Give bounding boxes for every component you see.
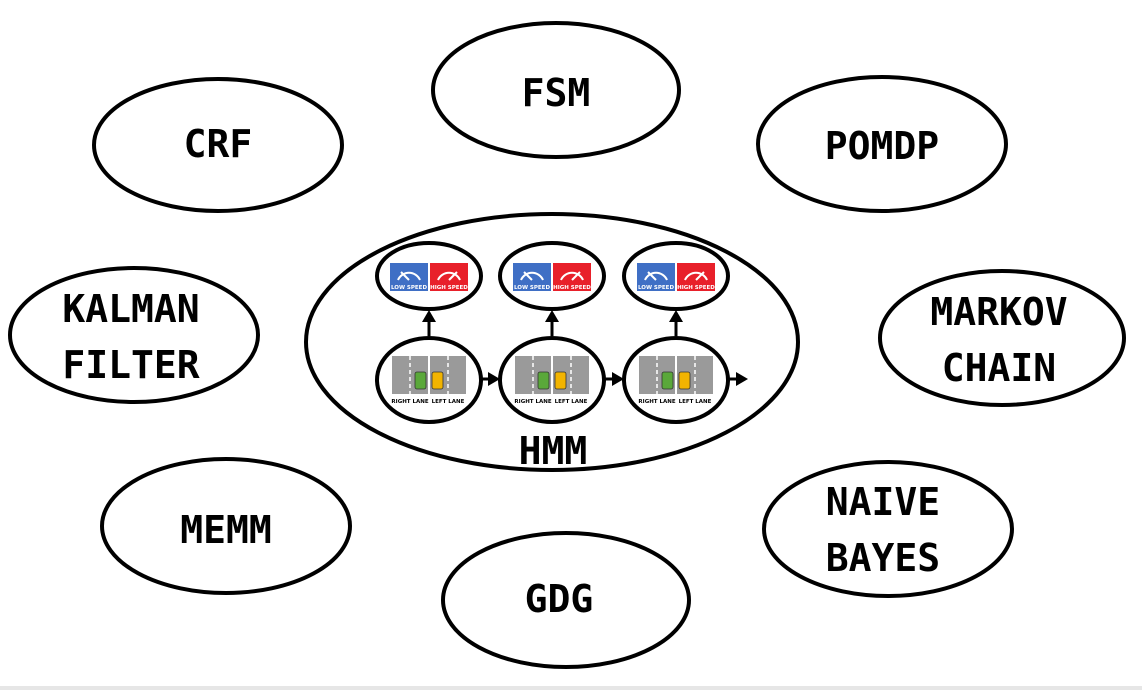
low-speed-gauge-icon: [520, 271, 544, 281]
high-speed-needle-icon: [695, 271, 705, 281]
green-car-icon: [414, 371, 427, 390]
green-car-icon: [661, 371, 674, 390]
low-speed-gauge-icon: [397, 271, 421, 281]
low-speed-tile: LOW SPEED: [637, 263, 675, 291]
emission-arrow-head: [545, 310, 559, 322]
bottom-divider: [0, 686, 1142, 690]
low-speed-label: LOW SPEED: [638, 285, 674, 291]
high-speed-label: HIGH SPEED: [430, 285, 468, 291]
observation-node: [375, 241, 483, 311]
left-lane-label: LEFT LANE: [432, 399, 465, 405]
low-speed-tile: LOW SPEED: [390, 263, 428, 291]
high-speed-tile: HIGH SPEED: [677, 263, 715, 291]
low-speed-bg: [637, 263, 675, 291]
model-memm: MEMM: [100, 457, 352, 595]
model-markov-label-line1: MARKOV: [930, 290, 1067, 334]
model-crf: CRF: [92, 77, 344, 213]
right-lane-label: RIGHT LANE: [638, 399, 675, 405]
high-speed-needle-icon: [571, 271, 581, 281]
observation-node: [622, 241, 730, 311]
model-crf-label: CRF: [184, 122, 253, 166]
right-lane-label: RIGHT LANE: [391, 399, 428, 405]
model-pomdp-label: POMDP: [825, 124, 939, 168]
green-car-icon: [537, 371, 550, 390]
model-naive-label-line2: BAYES: [826, 536, 940, 580]
hmm-step-3: LOW SPEED HIGH SPEED RIGHT LANE LEFT LANE: [622, 241, 730, 424]
yellow-car-icon: [431, 371, 444, 390]
model-kalman-label-line1: KALMAN: [62, 287, 199, 331]
model-markov-label-line2: CHAIN: [942, 346, 1056, 390]
model-kalman-label-line2: FILTER: [62, 343, 199, 387]
model-fsm-label: FSM: [522, 71, 591, 115]
model-gdg-label: GDG: [525, 577, 594, 621]
low-speed-label: LOW SPEED: [514, 285, 550, 291]
transition-arrow-1-head: [488, 372, 500, 386]
high-speed-label: HIGH SPEED: [677, 285, 715, 291]
high-speed-bg: [430, 263, 468, 291]
low-speed-needle-icon: [647, 271, 657, 281]
right-lane-label: RIGHT LANE: [514, 399, 551, 405]
high-speed-gauge-icon: [560, 271, 584, 281]
low-speed-needle-icon: [523, 271, 533, 281]
high-speed-label: HIGH SPEED: [553, 285, 591, 291]
emission-arrow-head: [669, 310, 683, 322]
observation-node: [498, 241, 606, 311]
low-speed-tile: LOW SPEED: [513, 263, 551, 291]
model-markov-chain: MARKOV CHAIN: [878, 269, 1126, 407]
transition-arrow-2-head: [612, 372, 624, 386]
model-hmm-label: HMM: [519, 429, 588, 473]
high-speed-gauge-icon: [684, 271, 708, 281]
low-speed-bg: [513, 263, 551, 291]
model-pomdp: POMDP: [756, 75, 1008, 213]
high-speed-bg: [677, 263, 715, 291]
low-speed-gauge-icon: [644, 271, 668, 281]
model-fsm: FSM: [431, 21, 681, 159]
emission-arrow-head: [422, 310, 436, 322]
yellow-car-icon: [678, 371, 691, 390]
high-speed-gauge-icon: [437, 271, 461, 281]
low-speed-bg: [390, 263, 428, 291]
low-speed-needle-icon: [400, 271, 410, 281]
left-lane-label: LEFT LANE: [555, 399, 588, 405]
model-gdg: GDG: [441, 531, 691, 669]
model-naive-bayes: NAIVE BAYES: [762, 460, 1014, 598]
model-memm-label: MEMM: [180, 508, 272, 552]
model-kalman-filter: KALMAN FILTER: [8, 266, 260, 404]
high-speed-tile: HIGH SPEED: [430, 263, 468, 291]
high-speed-needle-icon: [448, 271, 458, 281]
left-lane-label: LEFT LANE: [679, 399, 712, 405]
high-speed-tile: HIGH SPEED: [553, 263, 591, 291]
low-speed-label: LOW SPEED: [391, 285, 427, 291]
high-speed-bg: [553, 263, 591, 291]
model-naive-label-line1: NAIVE: [826, 480, 940, 524]
yellow-car-icon: [554, 371, 567, 390]
transition-arrow-3-head: [736, 372, 748, 386]
